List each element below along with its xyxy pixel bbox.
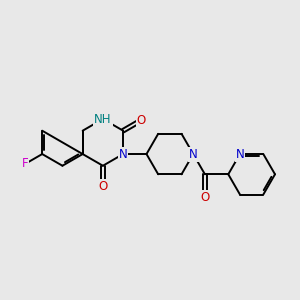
Text: O: O xyxy=(98,180,107,193)
Text: N: N xyxy=(236,148,244,160)
Text: NH: NH xyxy=(94,112,112,125)
Text: N: N xyxy=(119,148,128,160)
Text: F: F xyxy=(22,158,28,170)
Text: O: O xyxy=(200,191,209,204)
Text: N: N xyxy=(189,148,198,160)
Text: O: O xyxy=(137,114,146,127)
